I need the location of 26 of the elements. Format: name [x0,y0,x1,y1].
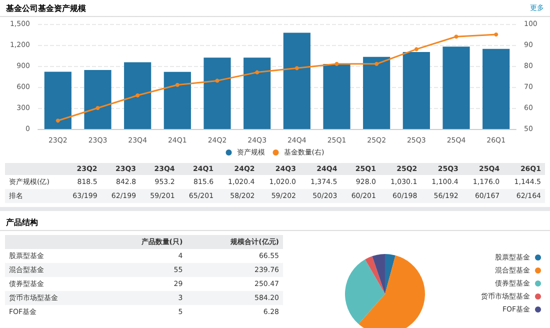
bar [363,56,390,129]
point [494,32,498,36]
point [454,34,458,39]
bar [323,64,350,129]
bar [204,58,231,129]
point [294,66,299,70]
bar [164,72,191,129]
bar [482,48,510,129]
chart-title: 基金公司基金资产规模 [6,2,86,14]
bar [442,46,470,129]
bar [283,32,310,129]
point [374,62,379,66]
bar [402,52,430,129]
point [136,93,140,98]
point [414,47,418,52]
bar [124,62,152,129]
bar [244,58,271,129]
bar [44,72,72,129]
point [56,118,60,123]
bar [84,70,112,129]
point [334,62,339,66]
text: 产品结构 [6,217,38,228]
point [255,70,260,74]
point [175,82,180,87]
point [215,78,220,83]
point [96,106,100,110]
